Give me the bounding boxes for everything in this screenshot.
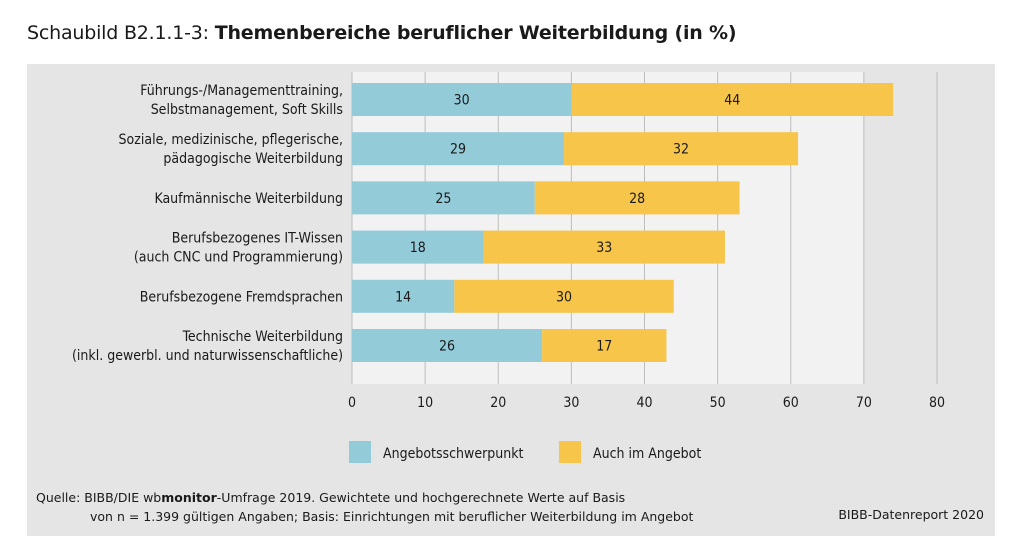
bar-4-1 <box>454 279 674 313</box>
bar-5-0 <box>352 329 543 362</box>
data-label-5-1: 17 <box>596 339 612 355</box>
category-label-3-0: Berufsbezogenes IT-Wissen <box>172 231 343 247</box>
bar-chart: 30 44 Führungs-/Managementtraining, Selbstm… <box>72 72 945 463</box>
x-tick-label-20: 20 <box>490 395 506 411</box>
source-prefix: Quelle: BIBB/DIE wb <box>36 490 162 505</box>
report-label: BIBB-Datenreport 2020 <box>838 507 984 522</box>
data-label-0-0: 30 <box>454 93 470 109</box>
source-rest: -Umfrage 2019. Gewichtete und hochgerech… <box>216 490 626 505</box>
bar-2-0 <box>352 181 535 215</box>
legend-swatch-0 <box>349 441 371 463</box>
x-tick-label-30: 30 <box>563 395 579 411</box>
data-label-4-0: 14 <box>395 289 411 305</box>
category-label-3-1: (auch CNC und Programmierung) <box>134 250 343 266</box>
bar-1-0 <box>352 132 565 166</box>
data-label-5-0: 26 <box>439 339 455 355</box>
source-note: Quelle: BIBB/DIE wbmonitor-Umfrage 2019.… <box>36 488 693 526</box>
bar-4-0 <box>352 279 455 313</box>
x-tick-label-70: 70 <box>856 395 872 411</box>
category-label-0-0: Führungs-/Managementtraining, <box>140 83 343 99</box>
data-label-2-0: 25 <box>435 191 451 207</box>
figure-number: Schaubild B2.1.1-3: <box>27 22 215 44</box>
category-label-5-1: (inkl. gewerbl. und naturwissenschaftlic… <box>72 348 343 364</box>
chart-panel: 30 44 Führungs-/Managementtraining, Selbstm… <box>27 64 995 536</box>
category-label-1-0: Soziale, medizinische, pflegerische, <box>119 132 343 148</box>
bar-0-0 <box>352 83 572 116</box>
legend-label-1: Auch im Angebot <box>593 446 701 462</box>
category-label-4-0: Berufsbezogene Fremdsprachen <box>140 289 343 305</box>
bar-1-1 <box>564 132 799 166</box>
figure-title: Themenbereiche beruflicher Weiterbildung… <box>214 22 737 44</box>
source-bold: monitor <box>161 490 217 505</box>
data-label-1-1: 32 <box>673 142 689 158</box>
x-tick-label-0: 0 <box>348 395 356 411</box>
data-label-3-1: 33 <box>596 240 612 256</box>
legend-swatch-1 <box>559 441 581 463</box>
data-label-2-1: 28 <box>629 191 645 207</box>
data-label-4-1: 30 <box>556 289 572 305</box>
source-line2: von n = 1.399 gültigen Angaben; Basis: E… <box>90 509 694 524</box>
chart-title: Schaubild B2.1.1-3: Themenbereiche beruf… <box>27 22 737 44</box>
bar-3-0 <box>352 230 484 264</box>
data-label-0-1: 44 <box>724 93 740 109</box>
x-tick-label-10: 10 <box>417 395 433 411</box>
bar-3-1 <box>483 230 725 264</box>
bar-5-1 <box>542 329 667 362</box>
x-tick-label-80: 80 <box>929 395 945 411</box>
data-label-3-0: 18 <box>410 240 426 256</box>
bar-2-1 <box>534 181 740 215</box>
category-label-1-1: pädagogische Weiterbildung <box>163 151 343 167</box>
category-label-5-0: Technische Weiterbildung <box>182 329 343 345</box>
legend-label-0: Angebotsschwerpunkt <box>383 446 524 462</box>
category-label-0-1: Selbstmanagement, Soft Skills <box>151 102 343 118</box>
bar-0-1 <box>571 83 894 116</box>
x-tick-label-50: 50 <box>710 395 726 411</box>
data-label-1-0: 29 <box>450 142 466 158</box>
x-tick-label-40: 40 <box>636 395 652 411</box>
x-tick-label-60: 60 <box>783 395 799 411</box>
category-label-2-0: Kaufmännische Weiterbildung <box>154 191 343 207</box>
